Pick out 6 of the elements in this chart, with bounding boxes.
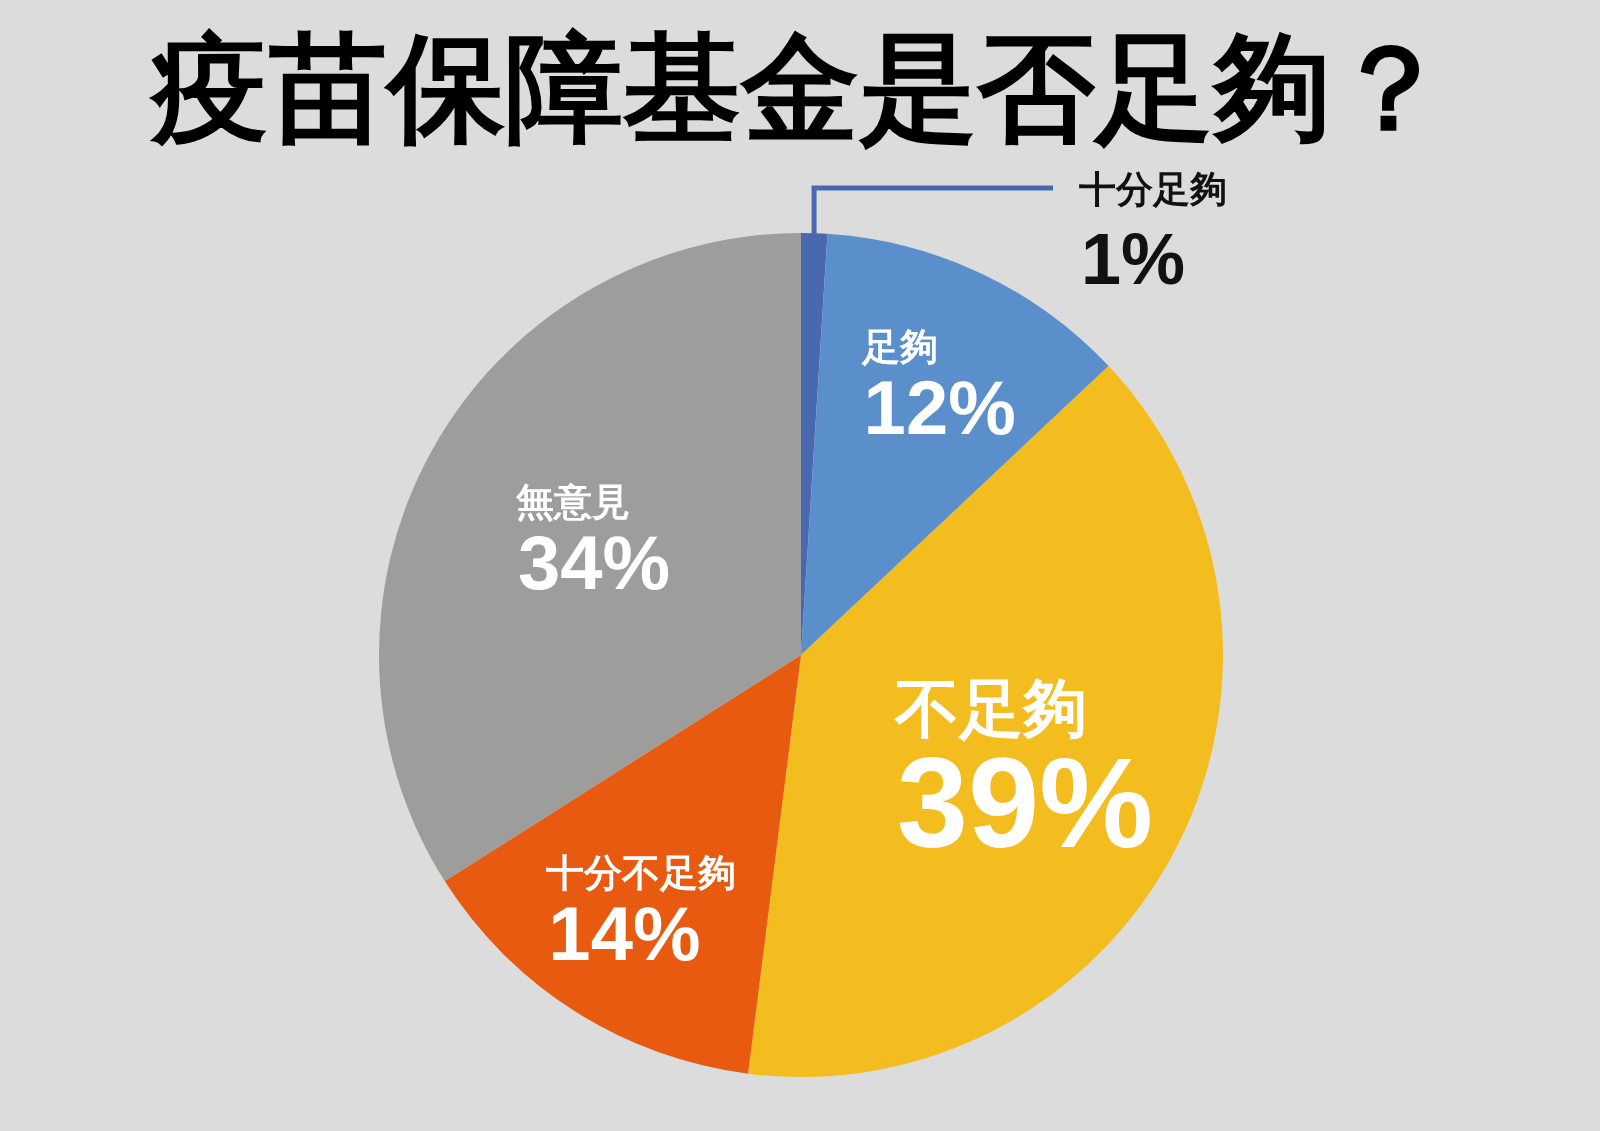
pie-slice — [748, 366, 1223, 1077]
pie-slice — [444, 655, 801, 1074]
data-label: 1% — [1081, 219, 1186, 299]
slice-label: 無意見 — [514, 481, 630, 524]
chart-title: 疫苗保障基金是否足夠？ — [148, 18, 1449, 157]
slice-label: 十分足夠 — [1079, 169, 1227, 210]
